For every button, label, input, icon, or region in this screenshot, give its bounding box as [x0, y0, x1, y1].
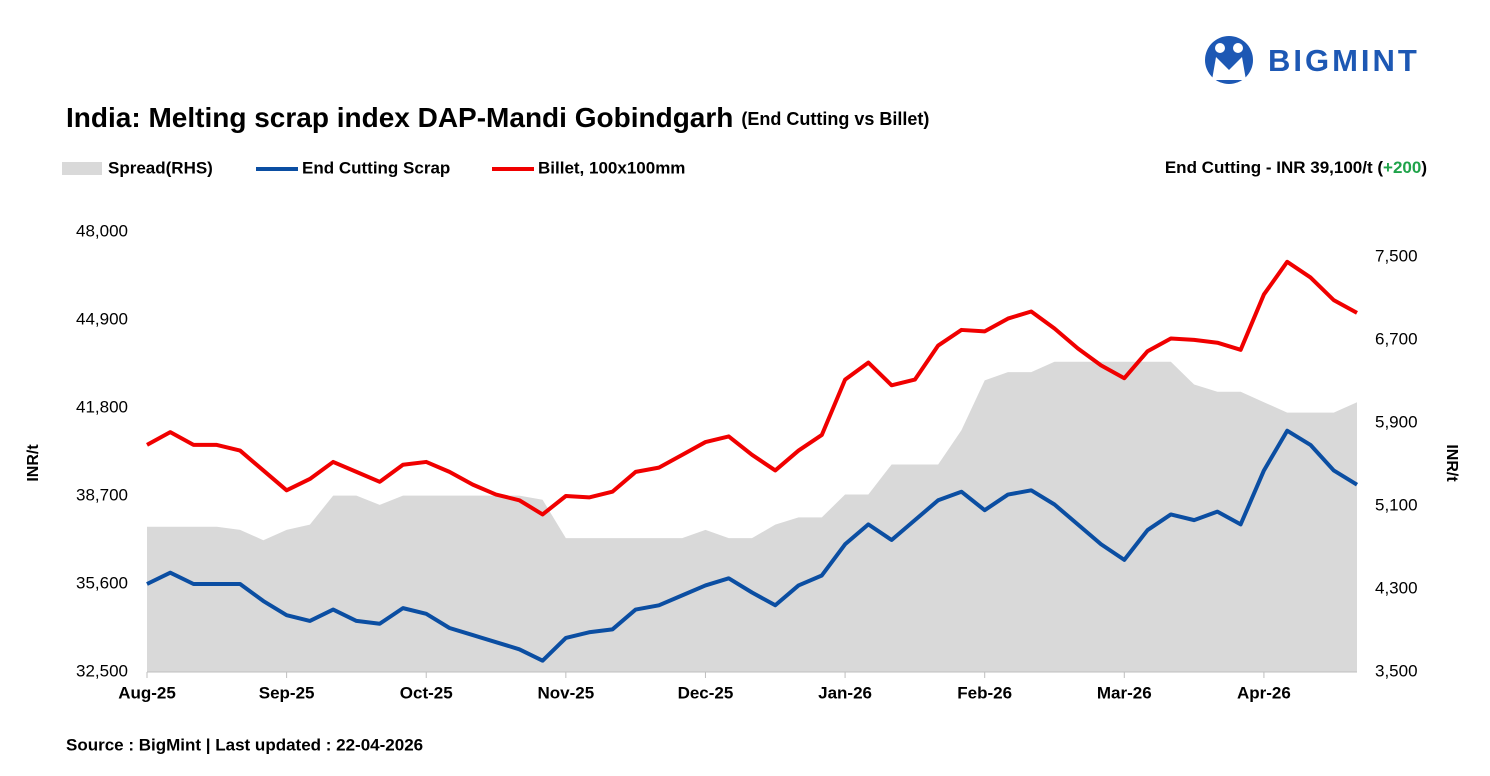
annotation-text: )	[1421, 158, 1427, 177]
legend-label: Billet, 100x100mm	[538, 158, 685, 177]
y-tick-label: 35,600	[76, 573, 128, 592]
y2-tick-label: 5,100	[1375, 495, 1418, 514]
chart-title: India: Melting scrap index DAP-Mandi Gob…	[66, 102, 733, 133]
annotation-change: +200	[1383, 158, 1421, 177]
series-line	[146, 428, 1359, 663]
x-tick-label: Apr-26	[1237, 683, 1291, 702]
x-tick-label: Mar-26	[1097, 683, 1152, 702]
annotation: End Cutting - INR 39,100/t (+200)	[1165, 158, 1427, 177]
y-tick-label: 48,000	[76, 221, 128, 240]
source-note: Source : BigMint | Last updated : 22-04-…	[66, 735, 423, 754]
y2-tick-label: 5,900	[1375, 412, 1418, 431]
y-tick-label: 32,500	[76, 661, 128, 680]
x-tick-label: Jan-26	[818, 683, 872, 702]
legend-item: Spread(RHS)	[62, 158, 213, 177]
y2-tick-label: 4,300	[1375, 578, 1418, 597]
legend-label: End Cutting Scrap	[302, 158, 450, 177]
y-tick-label: 38,700	[76, 485, 128, 504]
logo-icon-head	[1215, 43, 1225, 53]
legend-label: Spread(RHS)	[108, 158, 213, 177]
y2-tick-label: 6,700	[1375, 329, 1418, 348]
y-tick-label: 41,800	[76, 397, 128, 416]
x-tick-label: Sep-25	[259, 683, 315, 702]
logo-text: BIGMINT	[1268, 43, 1420, 78]
x-tick-label: Dec-25	[678, 683, 734, 702]
legend-swatch	[62, 162, 102, 175]
x-tick-label: Feb-26	[957, 683, 1012, 702]
x-tick-label: Oct-25	[400, 683, 453, 702]
legend-item: End Cutting Scrap	[256, 158, 450, 177]
spread-area	[147, 361, 1357, 672]
chart-title: India: Melting scrap index DAP-Mandi Gob…	[66, 102, 929, 133]
logo-icon-body	[1212, 57, 1246, 80]
y2-tick-label: 7,500	[1375, 246, 1418, 265]
logo: BIGMINT	[1205, 36, 1420, 84]
chart-subtitle: (End Cutting vs Billet)	[741, 109, 929, 129]
y-tick-label: 44,900	[76, 309, 128, 328]
legend-item: Billet, 100x100mm	[492, 158, 685, 177]
y-axis-label: INR/t	[25, 444, 42, 482]
x-tick-label: Aug-25	[118, 683, 176, 702]
logo-icon-head	[1233, 43, 1243, 53]
y2-tick-label: 3,500	[1375, 661, 1418, 680]
series-line	[146, 259, 1358, 517]
annotation-text: End Cutting - INR 39,100/t (	[1165, 158, 1384, 177]
x-tick-label: Nov-25	[538, 683, 595, 702]
y2-axis-label: INR/t	[1443, 444, 1460, 482]
